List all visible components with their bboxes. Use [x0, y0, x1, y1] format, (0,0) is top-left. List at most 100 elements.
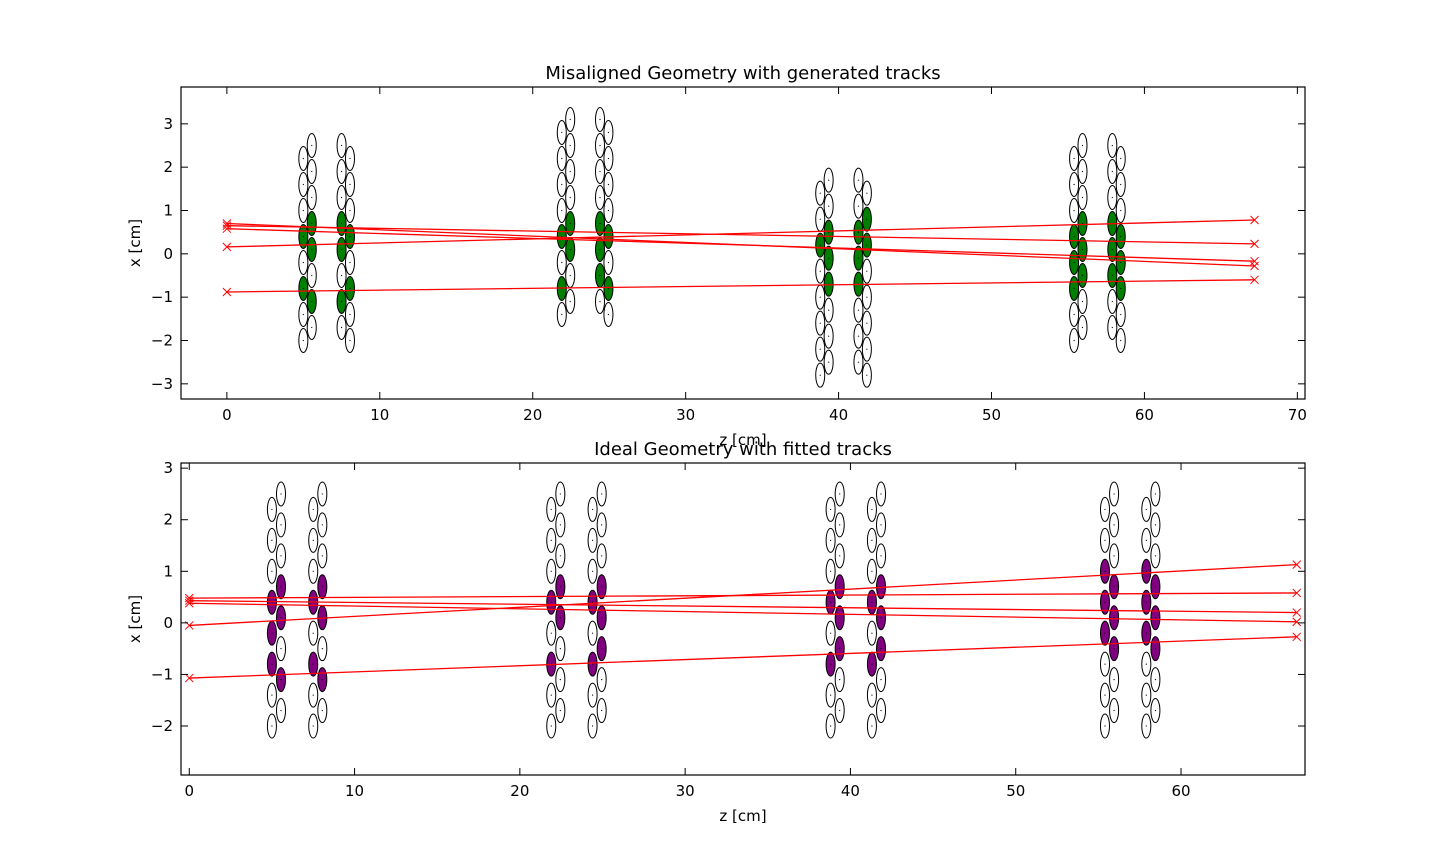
module-center — [607, 131, 610, 134]
module-center — [828, 361, 830, 363]
module-center — [880, 709, 882, 712]
module-center — [311, 274, 313, 277]
y-tick-label: 2 — [163, 511, 173, 529]
module-center — [1104, 508, 1106, 511]
module-center — [349, 209, 351, 212]
module-center — [569, 118, 571, 121]
module-center — [599, 300, 601, 303]
x-tick-label: 10 — [370, 406, 389, 424]
module-center — [819, 270, 821, 272]
module-center — [1111, 170, 1113, 173]
module-center — [559, 617, 561, 619]
module-center — [1154, 586, 1157, 588]
y-tick-label: −2 — [151, 332, 173, 350]
module-center — [1120, 183, 1122, 186]
module-center — [271, 694, 273, 696]
x-tick-label: 20 — [510, 782, 529, 800]
module-center — [321, 586, 323, 588]
module-center — [830, 725, 832, 727]
module-center — [271, 632, 273, 634]
x-axis-label: z [cm] — [719, 431, 766, 449]
module-center — [321, 555, 323, 557]
module-center — [312, 570, 314, 572]
module-center — [349, 287, 351, 290]
module-center — [1154, 617, 1157, 619]
module-center — [866, 270, 868, 272]
module-center — [819, 218, 821, 220]
module-center — [271, 725, 273, 727]
module-center — [830, 570, 832, 572]
module-center — [559, 493, 561, 495]
module-center — [569, 274, 571, 277]
module-center — [1145, 539, 1147, 541]
module-center — [1104, 539, 1106, 541]
module-center — [280, 617, 282, 619]
plot-content — [184, 481, 1302, 739]
module-center — [1145, 508, 1147, 511]
track-endpoint-marker — [1292, 608, 1302, 617]
module-center — [1145, 663, 1147, 665]
module-center — [311, 144, 313, 147]
module-center — [880, 678, 882, 681]
module-center — [866, 244, 868, 246]
y-tick-label: −3 — [151, 375, 173, 393]
module-center — [607, 157, 610, 160]
module-center — [561, 313, 563, 316]
module-center — [1111, 196, 1113, 199]
module-center — [1145, 570, 1147, 572]
module-center — [271, 508, 273, 511]
module-center — [1081, 222, 1084, 225]
module-center — [857, 231, 860, 233]
module-center — [349, 313, 351, 316]
module-center — [321, 493, 323, 495]
x-tick-label: 10 — [345, 782, 364, 800]
module-center — [839, 678, 841, 681]
module-center — [1081, 274, 1084, 277]
track-line — [189, 602, 1297, 623]
module-center — [601, 709, 603, 712]
module-center — [880, 555, 882, 557]
module-center — [839, 648, 841, 650]
track-endpoint-marker — [1250, 215, 1259, 225]
module-center — [559, 524, 561, 526]
module-center — [311, 196, 313, 199]
module-center — [1145, 632, 1147, 634]
module-center — [591, 725, 594, 727]
module-center — [340, 274, 343, 277]
module-center — [1113, 586, 1115, 588]
module-center — [866, 374, 868, 376]
y-tick-label: 1 — [163, 202, 173, 220]
module-center — [311, 222, 313, 225]
module-center — [599, 222, 601, 225]
module-center — [828, 205, 830, 207]
module-center — [819, 322, 821, 324]
y-tick-label: 3 — [163, 459, 173, 477]
module-center — [271, 539, 273, 541]
module-center — [599, 196, 601, 199]
y-axis-label: x [cm] — [126, 219, 144, 267]
module-center — [866, 348, 868, 350]
module-center — [312, 508, 314, 511]
y-tick-label: 0 — [163, 614, 173, 632]
module-center — [857, 309, 860, 311]
module-center — [311, 300, 313, 303]
module-center — [312, 539, 314, 541]
axes-frame — [180, 462, 1306, 776]
module-center — [607, 209, 610, 212]
module-center — [302, 313, 304, 316]
x-tick-label: 50 — [982, 406, 1001, 424]
module-center — [271, 663, 273, 665]
x-tick-label: 70 — [1288, 406, 1307, 424]
module-center — [1104, 663, 1106, 665]
module-center — [302, 287, 304, 290]
module-center — [839, 709, 841, 712]
module-center — [819, 348, 821, 350]
x-tick-label: 40 — [841, 782, 860, 800]
module-center — [1104, 570, 1106, 572]
module-center — [599, 144, 601, 147]
track-line — [226, 279, 1255, 293]
module-center — [857, 361, 860, 363]
module-center — [321, 524, 323, 526]
module-center — [839, 555, 841, 557]
y-tick-label: 3 — [163, 115, 173, 133]
